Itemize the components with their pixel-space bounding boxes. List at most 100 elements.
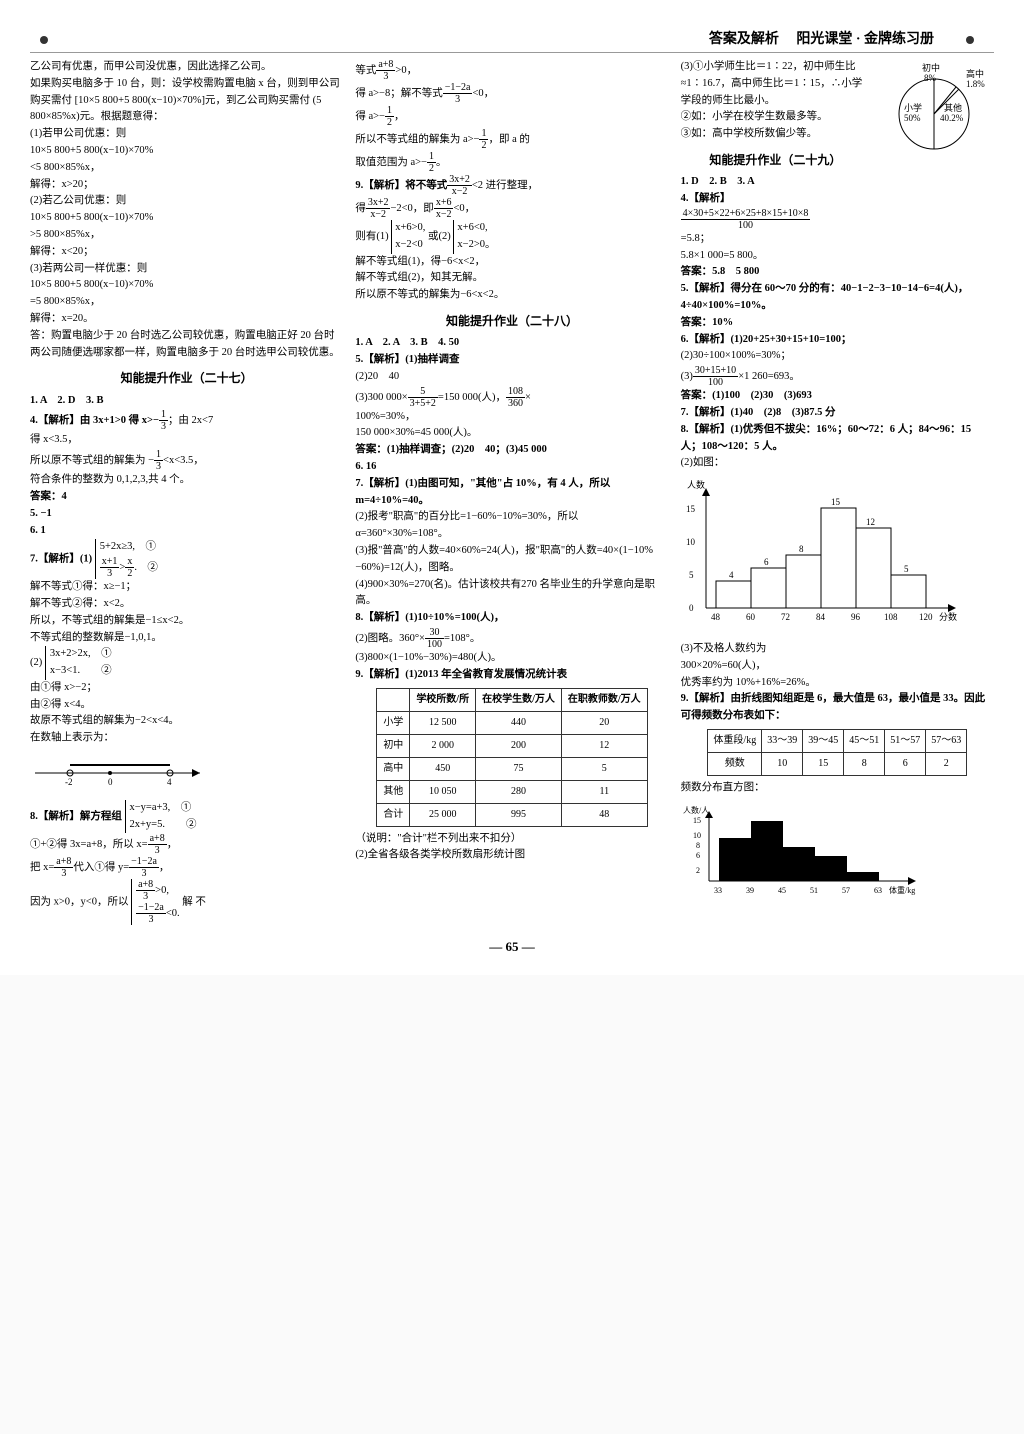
td: 体重段/kg — [708, 729, 762, 752]
svg-text:10: 10 — [686, 537, 696, 547]
td: 33～39 — [762, 729, 803, 752]
td: 11 — [561, 780, 647, 803]
text: 得3x+2x−2−2<0，即x+6x−2<0， — [355, 197, 668, 220]
text: 等式 — [355, 65, 376, 76]
text: (3)300 000×53+5+2=150 000(人)，108360× — [355, 386, 668, 409]
svg-text:5: 5 — [689, 570, 694, 580]
text: 4.【解析】由 3x+1>0 得 x>− — [30, 415, 159, 426]
svg-text:40.2%: 40.2% — [940, 113, 964, 123]
column-3: 初中 8% 高中 1.8% 小学 50% 其他 40.2% (3)①小学师生比＝… — [681, 59, 994, 925]
text: 所以原不等式组的解集为 − — [30, 455, 154, 466]
svg-text:72: 72 — [781, 612, 790, 622]
text: 解不等式组(2)，知其无解。 — [355, 270, 668, 287]
q9: 9.【解析】将不等式3x+2x−2<2 进行整理， — [355, 174, 668, 197]
header-title-left: 答案及解析 — [709, 32, 779, 47]
text: 所以不等式组的解集为 a>−12，即 a 的 — [355, 128, 668, 151]
text: (2)全省各级各类学校所数扇形统计图 — [355, 847, 668, 864]
text: 取值范围为 a>− — [355, 157, 427, 168]
number-line-icon: -2 0 4 — [30, 755, 210, 785]
text: ①+②得 3x=a+8，所以 x= — [30, 839, 148, 850]
svg-text:10: 10 — [693, 831, 701, 840]
text: =108°。 — [444, 633, 480, 644]
svg-text:5: 5 — [904, 564, 909, 574]
text: 因为 x>0，y<0，所以 a+83>0, −1−2a3<0. 解 不 — [30, 879, 343, 925]
text: (2)图略。360°× — [355, 633, 425, 644]
td: 10 — [762, 752, 803, 775]
td: 39～45 — [803, 729, 844, 752]
svg-text:0: 0 — [689, 603, 694, 613]
text: × — [525, 391, 531, 402]
svg-text:8: 8 — [696, 841, 700, 850]
text: 7.【解析】(1)由图可知，"其他"占 10%，有 4 人，所以 m=4÷10%… — [355, 478, 610, 506]
section-28-title: 知能提升作业（二十八） — [355, 312, 668, 331]
svg-text:-2: -2 — [65, 777, 73, 785]
education-table: 学校所数/所在校学生数/万人在职教师数/万人 小学12 50044020 初中2… — [376, 688, 647, 827]
td: 15 — [803, 752, 844, 775]
svg-text:6: 6 — [764, 557, 769, 567]
text: x−3<1. ② — [50, 663, 112, 680]
td: 高中 — [377, 757, 410, 780]
th: 学校所数/所 — [410, 688, 476, 711]
th: 在校学生数/万人 — [476, 688, 562, 711]
text: (2)报考"职高"的百分比=1−60%−10%=30%，所以 α=360°×30… — [355, 509, 668, 543]
svg-text:高中: 高中 — [966, 68, 984, 79]
text: 10×5 800+5 800(x−10)×70% — [30, 210, 343, 227]
text: 把 x=a+83代入①得 y=−1−2a3， — [30, 856, 343, 879]
td: 12 500 — [410, 711, 476, 734]
td: 280 — [476, 780, 562, 803]
svg-text:57: 57 — [842, 886, 850, 895]
svg-text:51: 51 — [810, 886, 818, 895]
q7: 7.【解析】(1)由图可知，"其他"占 10%，有 4 人，所以 m=4÷10%… — [355, 476, 668, 510]
content-columns: 乙公司有优惠，而甲公司没优惠，因此选择乙公司。 如果购买电脑多于 10 台，则：… — [30, 59, 994, 925]
q9-head2: 9.【解析】(1)2013 年全省教育发展情况统计表 — [355, 667, 668, 684]
bar-chart-icon: 人数 0 5 10 15 4 6 8 15 — [681, 478, 961, 628]
svg-text:4: 4 — [167, 777, 172, 785]
th: 在职教师数/万人 — [561, 688, 647, 711]
text: 5+2x≥3, ① — [100, 539, 158, 556]
text: x−y=a+3, ① — [130, 800, 197, 817]
text: 150 000×30%=45 000(人)。 — [355, 425, 668, 442]
text: (3) — [681, 371, 693, 382]
text: x+13>x2. ② — [100, 556, 158, 579]
text: 解不等式②得：x<2。 — [30, 596, 343, 613]
q5: 5. −1 — [30, 506, 343, 523]
header-title-right: 阳光课堂 · 金牌练习册 — [796, 32, 934, 47]
text: (1)若甲公司优惠：则 — [30, 126, 343, 143]
text: . ② — [134, 562, 158, 573]
text: 9.【解析】由折线图知组距是 6，最大值是 63，最小值是 33。因此可得频数分… — [681, 693, 986, 721]
text: 7.【解析】(1) — [30, 554, 92, 565]
q5-head: 5.【解析】(1)抽样调查 — [355, 352, 668, 369]
text: 因为 x>0，y<0，所以 — [30, 897, 128, 908]
td: 450 — [410, 757, 476, 780]
text: 10×5 800+5 800(x−10)×70% — [30, 277, 343, 294]
svg-text:2: 2 — [696, 866, 700, 875]
text: 解得：x<20； — [30, 244, 343, 261]
q8: 8.【解析】解方程组 x−y=a+3, ① 2x+y=5. ② — [30, 800, 343, 834]
td: 10 050 — [410, 780, 476, 803]
text: 解 不 — [182, 897, 206, 908]
text: 得 — [355, 203, 366, 214]
td: 2 — [926, 752, 967, 775]
td: 48 — [561, 803, 647, 826]
q7: 7.【解析】(1) 5+2x≥3, ① x+13>x2. ② — [30, 539, 343, 579]
text: 在数轴上表示为： — [30, 730, 343, 747]
svg-text:小学: 小学 — [904, 102, 922, 113]
text: =5 800×85%x， — [30, 294, 343, 311]
td: 25 000 — [410, 803, 476, 826]
table-note: （说明："合计"栏不列出来不扣分） — [355, 831, 668, 848]
text: 由②得 x<4。 — [30, 697, 343, 714]
q7: 7.【解析】(1)40 (2)8 (3)87.5 分 — [681, 405, 994, 422]
text: ， — [159, 862, 170, 873]
text: 得 x<3.5， — [30, 432, 343, 449]
text: ，即 a 的 — [488, 134, 529, 145]
text: 5.【解析】得分在 60～70 分的有：40−1−2−3−10−14−6=4(人… — [681, 283, 969, 311]
td: 6 — [885, 752, 926, 775]
td: 小学 — [377, 711, 410, 734]
answer: 答案：(1)100 (2)30 (3)693 — [681, 388, 994, 405]
svg-text:60: 60 — [746, 612, 756, 622]
svg-text:其他: 其他 — [944, 102, 962, 113]
text: <x<3.5， — [163, 455, 204, 466]
text: <5 800×85%x， — [30, 160, 343, 177]
svg-text:96: 96 — [851, 612, 861, 622]
text: (2) — [30, 658, 42, 669]
